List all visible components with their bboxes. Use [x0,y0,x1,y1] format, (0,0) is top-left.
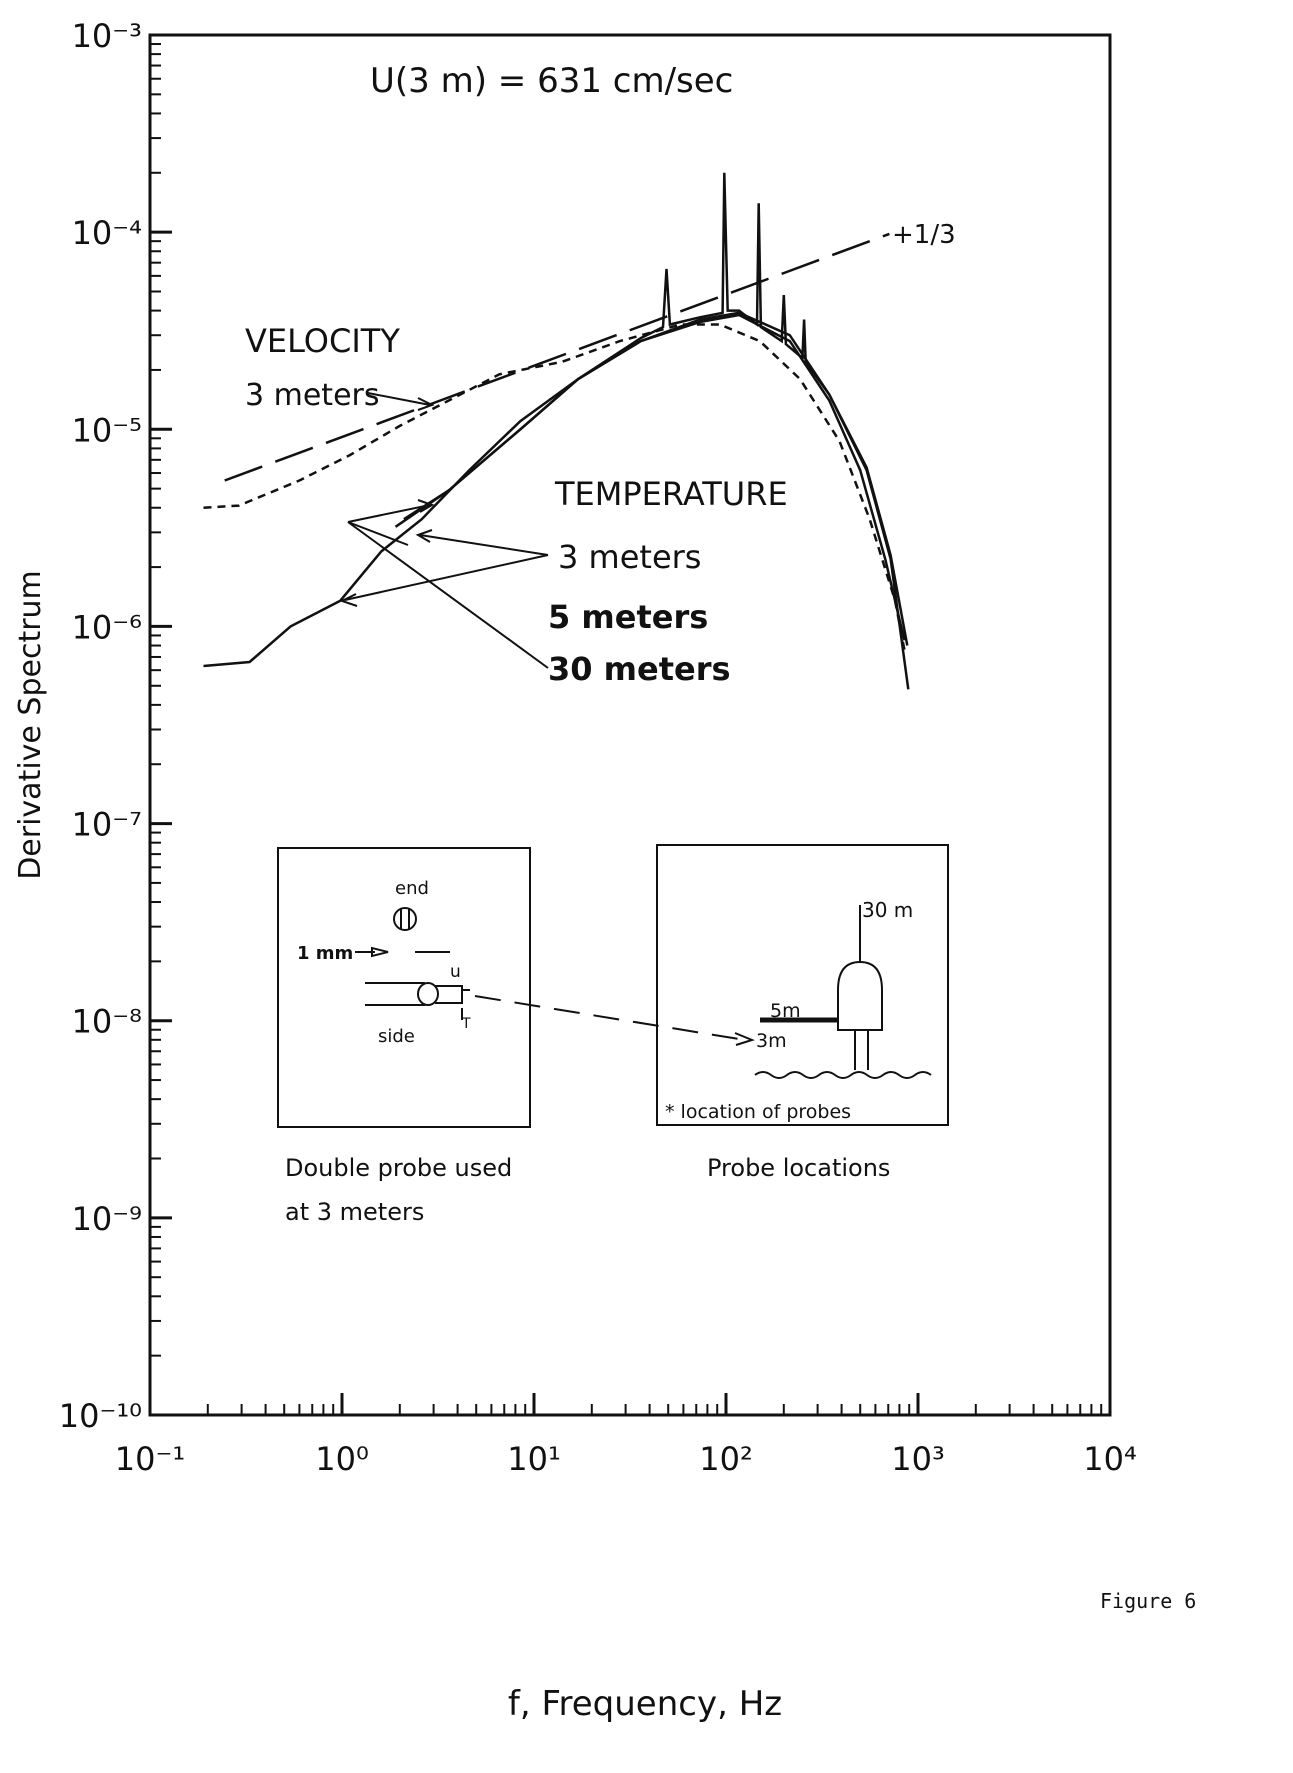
y-axis-label: Derivative Spectrum [13,570,48,880]
series-line [203,323,906,651]
x-tick-label: 10⁰ [315,1440,369,1478]
x-tick-label: 10⁻¹ [115,1440,185,1478]
annotation: +1/3 [892,220,956,250]
probe-drawing [355,905,932,1079]
annotation: VELOCITY [245,322,400,360]
inset-caption: Probe locations [707,1154,890,1182]
y-tick-label: 10⁻⁸ [72,1003,142,1041]
inset-text: 30 m [862,898,913,922]
x-tick-label: 10⁴ [1083,1440,1137,1478]
annotation: 30 meters [548,650,731,688]
x-tick-label: 10¹ [507,1440,561,1478]
annotation: 3 meters [245,378,380,413]
y-tick-label: 10⁻⁴ [72,214,142,252]
y-tick-label: 10⁻⁷ [72,806,142,844]
y-tick-label: 10⁻³ [72,17,142,55]
x-tick-label: 10² [699,1440,753,1478]
inset-frame [656,844,949,1126]
y-tick-label: 10⁻⁵ [72,411,142,449]
series-line [224,232,890,482]
pointer-lines [339,392,549,669]
inset-text: end [395,878,429,899]
x-axis-label: f, Frequency, Hz [508,1684,782,1724]
figure-label: Figure 6 [1100,1589,1196,1613]
inset-text: 1 mm [297,943,353,964]
inset-frame [277,847,531,1128]
inset-caption: at 3 meters [285,1198,424,1226]
inset-caption: Double probe used [285,1154,512,1182]
inset-text: 5m [770,1000,801,1022]
inset-text: * location of probes [665,1101,851,1123]
annotation: 3 meters [558,538,701,576]
inset-text: u [450,962,461,982]
series-line [203,313,906,668]
y-tick-label: 10⁻¹⁰ [59,1397,142,1435]
plot-frame [148,33,1112,1417]
annotation: 5 meters [548,598,708,636]
inset-text: T [461,1016,471,1032]
x-tick-label: 10³ [891,1440,945,1478]
y-tick-label: 10⁻⁹ [72,1200,142,1238]
inset-text: side [378,1026,415,1047]
series-line [394,311,910,690]
annotation: TEMPERATURE [554,475,788,513]
y-tick-label: 10⁻⁶ [72,608,142,646]
inset-text: 3m [756,1030,787,1052]
chart-title: U(3 m) = 631 cm/sec [370,61,733,101]
